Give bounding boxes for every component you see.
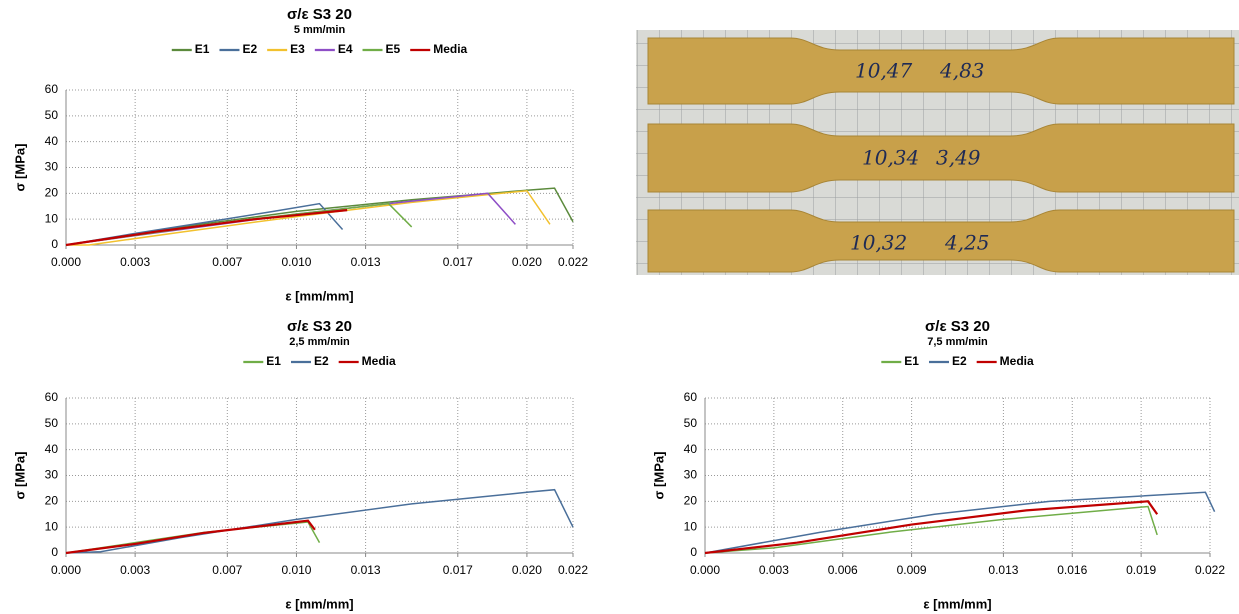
legend-label: E1 — [266, 354, 281, 368]
x-tick-label: 0.006 — [828, 563, 858, 577]
x-axis-label: ε [mm/mm] — [285, 596, 353, 611]
y-axis-label: σ [MPa] — [651, 452, 666, 500]
x-tick-label: 0.019 — [1126, 563, 1156, 577]
y-axis-label: σ [MPa] — [12, 452, 27, 500]
chart-title: σ/ε S3 20 — [287, 318, 352, 335]
x-tick-label: 0.013 — [988, 563, 1018, 577]
x-tick-label: 0.010 — [281, 255, 311, 269]
x-tick-label: 0.003 — [120, 563, 150, 577]
y-tick-label: 60 — [684, 390, 698, 404]
photo-label: 4,25 — [944, 231, 990, 255]
y-tick-label: 60 — [45, 82, 59, 96]
chart: σ/ε S3 202,5 mm/min 0 10 20 30 40 50 60 0.000 0.0… — [12, 318, 588, 611]
series-line — [65, 488, 574, 554]
series-line — [65, 519, 316, 555]
series-line — [65, 209, 348, 247]
legend-label: E1 — [195, 42, 210, 56]
photo-label: 3,49 — [936, 146, 981, 170]
legend: E1 E2 E3 E4 E5 Media — [171, 42, 468, 56]
y-tick-label: 50 — [45, 108, 59, 122]
specimen — [647, 123, 1235, 193]
x-tick-label: 0.000 — [51, 563, 81, 577]
chart-subtitle: 2,5 mm/min — [289, 336, 350, 348]
series-line — [704, 500, 1159, 555]
chart-title: σ/ε S3 20 — [925, 318, 990, 335]
x-tick-label: 0.007 — [212, 255, 242, 269]
series-line — [66, 189, 551, 246]
photo-label: 10,32 — [850, 231, 907, 255]
y-tick-label: 40 — [45, 134, 59, 148]
y-tick-label: 20 — [45, 186, 59, 200]
y-tick-label: 30 — [45, 468, 59, 482]
x-tick-label: 0.020 — [512, 563, 542, 577]
chart: σ/ε S3 207,5 mm/min 0 10 20 30 40 50 60 0.000 0.0… — [651, 318, 1225, 611]
legend-label: E2 — [314, 354, 329, 368]
x-tick-label: 0.003 — [120, 255, 150, 269]
chart: σ/ε S3 205 mm/min 0 10 20 30 40 50 60 0.000 0.003… — [12, 6, 588, 303]
series-line — [704, 491, 1216, 554]
series-line — [65, 202, 344, 246]
x-tick-label: 0.017 — [443, 255, 473, 269]
legend-label: E3 — [290, 42, 305, 56]
x-tick-label: 0.007 — [212, 563, 242, 577]
y-tick-label: 10 — [45, 211, 59, 225]
y-axis-label: σ [MPa] — [12, 144, 27, 192]
specimen — [647, 37, 1235, 105]
legend-label: E1 — [904, 354, 919, 368]
x-tick-label: 0.009 — [897, 563, 927, 577]
photo-label: 10,34 — [862, 146, 919, 170]
x-axis-label: ε [mm/mm] — [285, 288, 353, 303]
photo-label: 4,83 — [939, 59, 985, 83]
x-tick-label: 0.000 — [690, 563, 720, 577]
x-tick-label: 0.022 — [558, 563, 588, 577]
x-tick-label: 0.003 — [759, 563, 789, 577]
photo: 10,47 4,83 10,34 3,49 10,32 4,25 — [636, 30, 1239, 275]
x-tick-label: 0.022 — [558, 255, 588, 269]
y-tick-label: 40 — [45, 442, 59, 456]
x-tick-label: 0.010 — [281, 563, 311, 577]
y-tick-label: 0 — [690, 545, 697, 559]
y-tick-label: 60 — [45, 390, 59, 404]
y-tick-label: 10 — [684, 519, 698, 533]
photo-label: 10,47 — [855, 59, 913, 83]
x-tick-label: 0.017 — [443, 563, 473, 577]
x-tick-label: 0.020 — [512, 255, 542, 269]
x-tick-label: 0.013 — [351, 563, 381, 577]
y-tick-label: 30 — [684, 468, 698, 482]
x-tick-label: 0.000 — [51, 255, 81, 269]
y-tick-label: 0 — [51, 545, 58, 559]
legend-label: E5 — [386, 42, 401, 56]
series-line — [704, 505, 1158, 554]
legend-label: E2 — [242, 42, 257, 56]
y-tick-label: 20 — [684, 494, 698, 508]
chart-subtitle: 5 mm/min — [294, 24, 346, 36]
x-tick-label: 0.016 — [1057, 563, 1087, 577]
legend-label: E4 — [338, 42, 353, 56]
chart-subtitle: 7,5 mm/min — [927, 336, 988, 348]
legend: E1 E2 Media — [243, 354, 396, 368]
x-axis-label: ε [mm/mm] — [923, 596, 991, 611]
y-tick-label: 50 — [45, 416, 59, 430]
x-tick-label: 0.022 — [1195, 563, 1225, 577]
specimen — [647, 209, 1235, 273]
y-tick-label: 10 — [45, 519, 59, 533]
legend-label: E2 — [952, 354, 967, 368]
series-line — [65, 187, 574, 246]
y-tick-label: 50 — [684, 416, 698, 430]
legend-label: Media — [433, 42, 467, 56]
legend: E1 E2 Media — [881, 354, 1034, 368]
y-tick-label: 0 — [51, 237, 58, 251]
legend-label: Media — [362, 354, 396, 368]
chart-title: σ/ε S3 20 — [287, 6, 352, 23]
y-tick-label: 40 — [684, 442, 698, 456]
legend-label: Media — [1000, 354, 1034, 368]
y-tick-label: 20 — [45, 494, 59, 508]
y-tick-label: 30 — [45, 160, 59, 174]
x-tick-label: 0.013 — [351, 255, 381, 269]
